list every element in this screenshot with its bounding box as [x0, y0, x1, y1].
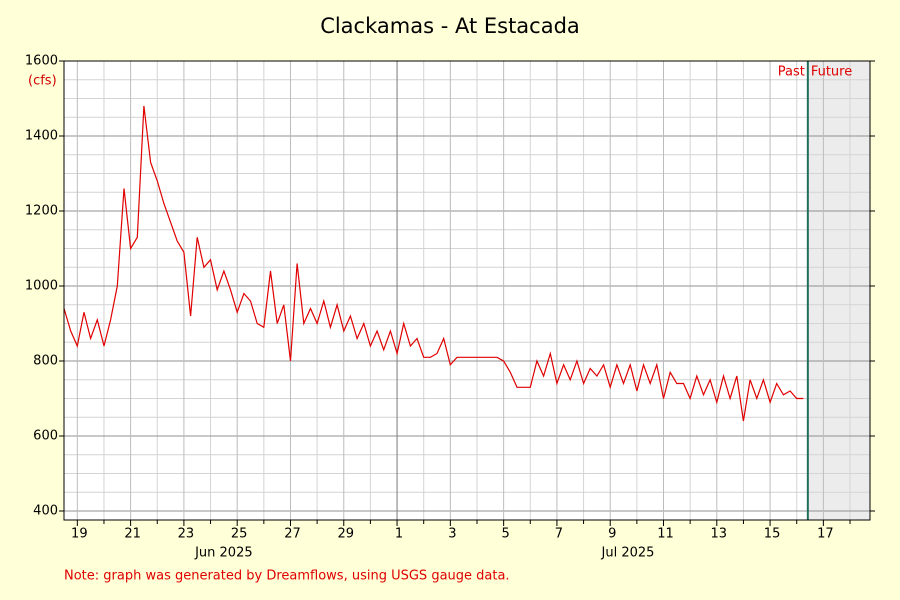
x-tick-label: 29	[337, 527, 354, 542]
x-tick-label: 25	[231, 527, 248, 542]
future-region	[807, 61, 870, 520]
month-label: Jul 2025	[601, 546, 655, 561]
x-tick-label: 3	[448, 527, 456, 542]
y-tick-label: 600	[33, 429, 58, 444]
x-tick-label: 21	[124, 527, 141, 542]
y-tick-label: 400	[33, 504, 58, 519]
x-tick-label: 1	[395, 527, 403, 542]
plot-area	[64, 61, 870, 520]
x-tick-label: 13	[711, 527, 728, 542]
note: Note: graph was generated by Dreamflows,…	[64, 569, 510, 584]
x-tick-label: 19	[71, 527, 88, 542]
x-tick-label: 7	[555, 527, 563, 542]
y-tick-label: 1600	[25, 54, 58, 69]
future-label: Future	[811, 65, 852, 80]
y-tick-label: 1000	[25, 279, 58, 294]
month-label: Jun 2025	[194, 546, 253, 561]
past-label: Past	[778, 65, 805, 80]
y-tick-label: 1400	[25, 129, 58, 144]
x-tick-label: 11	[657, 527, 674, 542]
x-tick-label: 27	[284, 527, 301, 542]
x-tick-label: 5	[501, 527, 509, 542]
x-tick-label: 23	[178, 527, 195, 542]
y-tick-label: 1200	[25, 204, 58, 219]
y-axis-label: (cfs)	[28, 74, 57, 89]
x-tick-label: 17	[817, 527, 834, 542]
x-tick-label: 15	[764, 527, 781, 542]
x-tick-label: 9	[608, 527, 616, 542]
y-tick-label: 800	[33, 354, 58, 369]
flow-line	[63, 105, 804, 422]
plot-border	[63, 60, 871, 521]
chart-title: Clackamas - At Estacada	[320, 14, 580, 38]
